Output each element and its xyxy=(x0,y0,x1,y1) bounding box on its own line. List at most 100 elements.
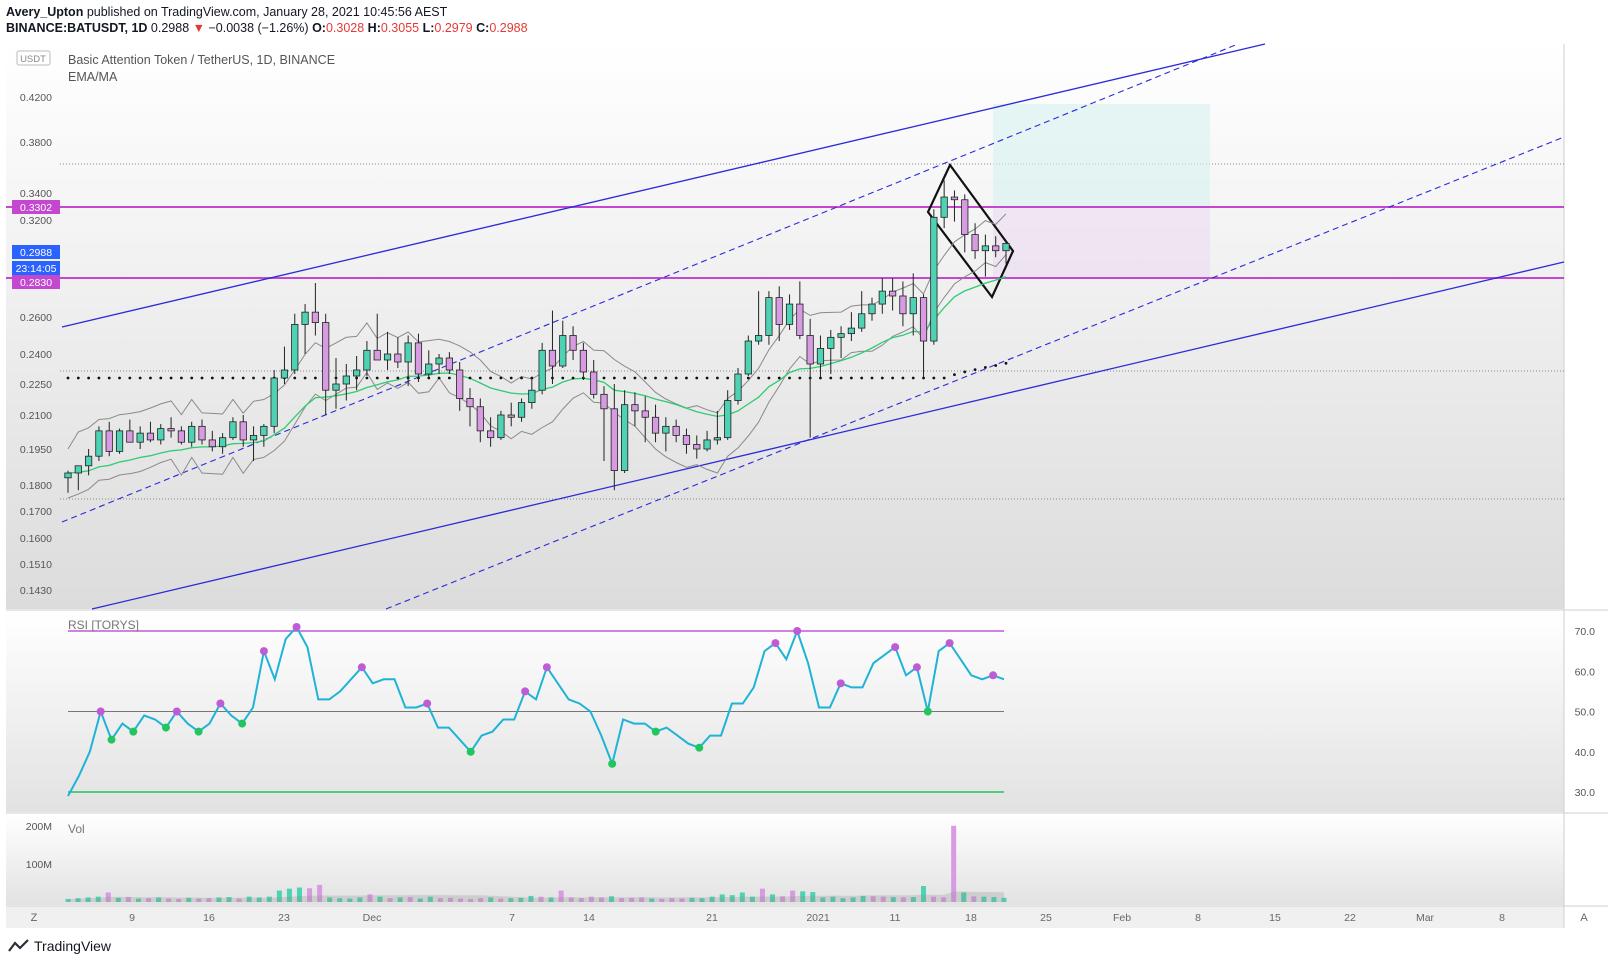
volume-bar[interactable] xyxy=(770,894,776,902)
target-zone-risk[interactable] xyxy=(993,207,1210,278)
candle-body[interactable] xyxy=(136,432,144,443)
candle-body[interactable] xyxy=(404,342,412,363)
candle-body[interactable] xyxy=(208,439,216,448)
volume-bar[interactable] xyxy=(659,898,665,902)
volume-bar[interactable] xyxy=(367,894,373,902)
volume-bar[interactable] xyxy=(649,898,655,902)
candle-body[interactable] xyxy=(115,430,124,452)
candle-body[interactable] xyxy=(538,349,546,391)
auto-scale-button[interactable]: A xyxy=(1580,912,1588,924)
candle-body[interactable] xyxy=(590,371,598,395)
volume-bar[interactable] xyxy=(65,898,71,902)
volume-bar[interactable] xyxy=(458,898,464,902)
candle-body[interactable] xyxy=(847,327,855,335)
candle-body[interactable] xyxy=(682,434,691,445)
candle-body[interactable] xyxy=(734,373,742,401)
volume-bar[interactable] xyxy=(709,896,715,902)
candle-body[interactable] xyxy=(64,472,72,479)
candle-body[interactable] xyxy=(600,393,608,410)
volume-bar[interactable] xyxy=(206,898,212,902)
candle-body[interactable] xyxy=(280,369,289,379)
volume-bar[interactable] xyxy=(196,898,202,902)
candle-body[interactable] xyxy=(765,297,773,336)
candle-body[interactable] xyxy=(476,406,484,432)
volume-bar[interactable] xyxy=(629,897,635,902)
volume-bar[interactable] xyxy=(176,898,182,902)
zoom-reset-button[interactable]: Z xyxy=(31,912,38,924)
volume-bar[interactable] xyxy=(226,897,232,902)
candle-body[interactable] xyxy=(95,430,103,457)
volume-bar[interactable] xyxy=(246,896,252,902)
candle-body[interactable] xyxy=(353,369,361,377)
candle-body[interactable] xyxy=(899,295,907,315)
volume-bar[interactable] xyxy=(296,887,302,902)
candle-body[interactable] xyxy=(1002,243,1010,252)
volume-bar[interactable] xyxy=(729,895,735,902)
volume-bar[interactable] xyxy=(347,898,353,902)
volume-bar[interactable] xyxy=(105,892,111,902)
volume-bar[interactable] xyxy=(941,897,947,902)
volume-bar[interactable] xyxy=(75,898,81,902)
candle-body[interactable] xyxy=(569,335,577,351)
channel-mid-dashed-2[interactable] xyxy=(385,136,1565,610)
candle-body[interactable] xyxy=(610,408,618,471)
currency-badge[interactable] xyxy=(16,50,51,66)
candle-body[interactable] xyxy=(126,430,134,443)
candle-body[interactable] xyxy=(693,444,701,450)
volume-bar[interactable] xyxy=(95,896,101,902)
candle-body[interactable] xyxy=(930,216,938,342)
volume-bar[interactable] xyxy=(427,896,433,902)
candle-body[interactable] xyxy=(662,425,670,434)
candle-body[interactable] xyxy=(971,234,979,252)
candle-body[interactable] xyxy=(703,439,711,450)
volume-bar[interactable] xyxy=(880,896,886,902)
candle-body[interactable] xyxy=(157,428,165,441)
volume-bar[interactable] xyxy=(146,898,152,902)
price-badge[interactable] xyxy=(12,245,60,259)
candle-body[interactable] xyxy=(909,297,917,315)
volume-bar[interactable] xyxy=(820,897,826,902)
volume-bar[interactable] xyxy=(639,897,645,902)
volume-bar[interactable] xyxy=(679,898,685,902)
volume-bar[interactable] xyxy=(135,898,141,902)
volume-bar[interactable] xyxy=(377,896,383,902)
volume-bar[interactable] xyxy=(981,896,987,902)
candle-body[interactable] xyxy=(724,400,732,439)
volume-bar[interactable] xyxy=(1001,897,1007,902)
volume-bar[interactable] xyxy=(699,898,705,902)
volume-bar[interactable] xyxy=(286,888,292,902)
candle-body[interactable] xyxy=(74,465,82,474)
candle-body[interactable] xyxy=(992,245,1000,252)
candle-body[interactable] xyxy=(188,425,196,443)
candle-body[interactable] xyxy=(219,437,227,448)
candle-body[interactable] xyxy=(332,383,340,391)
candle-body[interactable] xyxy=(579,349,587,373)
candle-body[interactable] xyxy=(487,430,495,439)
candle-body[interactable] xyxy=(363,349,371,371)
candle-body[interactable] xyxy=(796,303,804,336)
price-badge[interactable] xyxy=(12,275,60,289)
candle-body[interactable] xyxy=(373,349,381,361)
candle-body[interactable] xyxy=(435,357,443,365)
volume-bar[interactable] xyxy=(337,898,343,902)
candle-body[interactable] xyxy=(517,402,526,418)
candle-body[interactable] xyxy=(651,416,660,434)
footer-brand[interactable]: TradingView xyxy=(8,938,111,954)
candle-body[interactable] xyxy=(445,357,453,371)
candle-body[interactable] xyxy=(548,349,557,367)
channel-lower-line[interactable] xyxy=(91,261,1565,610)
volume-bar[interactable] xyxy=(166,898,172,902)
channel-upper-line[interactable] xyxy=(61,43,1266,328)
candle-body[interactable] xyxy=(425,363,433,375)
candle-body[interactable] xyxy=(672,425,680,436)
volume-bar[interactable] xyxy=(276,890,282,902)
volume-bar[interactable] xyxy=(991,897,997,902)
candle-body[interactable] xyxy=(342,375,350,385)
volume-bar[interactable] xyxy=(397,897,403,902)
volume-bar[interactable] xyxy=(518,897,524,902)
candle-body[interactable] xyxy=(394,353,402,363)
candle-body[interactable] xyxy=(85,455,93,467)
candle-body[interactable] xyxy=(497,414,505,439)
candle-body[interactable] xyxy=(858,313,866,329)
candle-body[interactable] xyxy=(322,322,330,391)
